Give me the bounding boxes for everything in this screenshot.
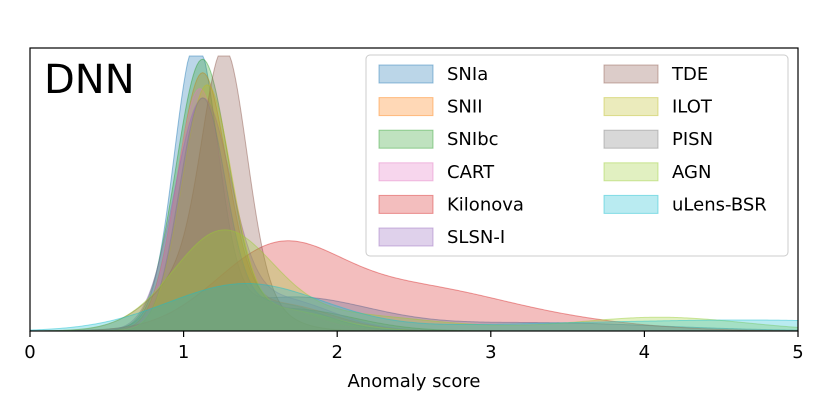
legend-label-kilonova: Kilonova: [447, 194, 524, 215]
legend-swatch-cart: [378, 162, 434, 182]
legend: SNIa SNII SNIbc CART Kilonova SLSN-I TDE ILOT PI…: [365, 54, 789, 257]
legend-label-slsn-i: SLSN-I: [447, 227, 505, 248]
density-area-ulens-bsr: [29, 282, 799, 332]
legend-swatch-ulens-bsr: [603, 194, 659, 214]
legend-label-pisn: PISN: [672, 129, 713, 150]
legend-label-cart: CART: [447, 162, 495, 183]
legend-label-tde: TDE: [671, 64, 708, 85]
legend-label-snia: SNIa: [447, 64, 488, 85]
legend-swatch-kilonova: [378, 194, 434, 214]
legend-swatch-snii: [378, 97, 434, 117]
density-area-agn: [29, 229, 799, 332]
legend-label-ulens-bsr: uLens-BSR: [672, 194, 767, 215]
x-tick-label: 5: [792, 342, 803, 363]
legend-swatch-pisn: [603, 129, 659, 149]
x-tick-label: 1: [178, 342, 189, 363]
legend-swatch-slsn-i: [378, 227, 434, 247]
density-area-kilonova: [29, 240, 799, 332]
legend-label-ilot: ILOT: [672, 97, 713, 118]
legend-swatch-ilot: [603, 97, 659, 117]
density-area-snia: [29, 55, 799, 332]
x-axis: 0 1 2 3 4 5: [24, 331, 804, 363]
legend-label-snii: SNII: [447, 97, 483, 118]
panel-label: DNN: [44, 57, 135, 103]
legend-swatch-snia: [378, 64, 434, 84]
x-axis-label: Anomaly score: [347, 371, 480, 392]
x-tick-label: 4: [639, 342, 650, 363]
x-tick-label: 0: [24, 342, 35, 363]
plot-frame: [29, 47, 799, 332]
legend-swatch-agn: [603, 162, 659, 182]
x-tick-label: 3: [485, 342, 496, 363]
x-tick-label: 2: [331, 342, 342, 363]
legend-label-snibc: SNIbc: [447, 129, 499, 150]
legend-swatch-snibc: [378, 129, 434, 149]
legend-label-agn: AGN: [672, 162, 711, 183]
legend-frame: [365, 54, 789, 257]
legend-swatch-tde: [603, 64, 659, 84]
